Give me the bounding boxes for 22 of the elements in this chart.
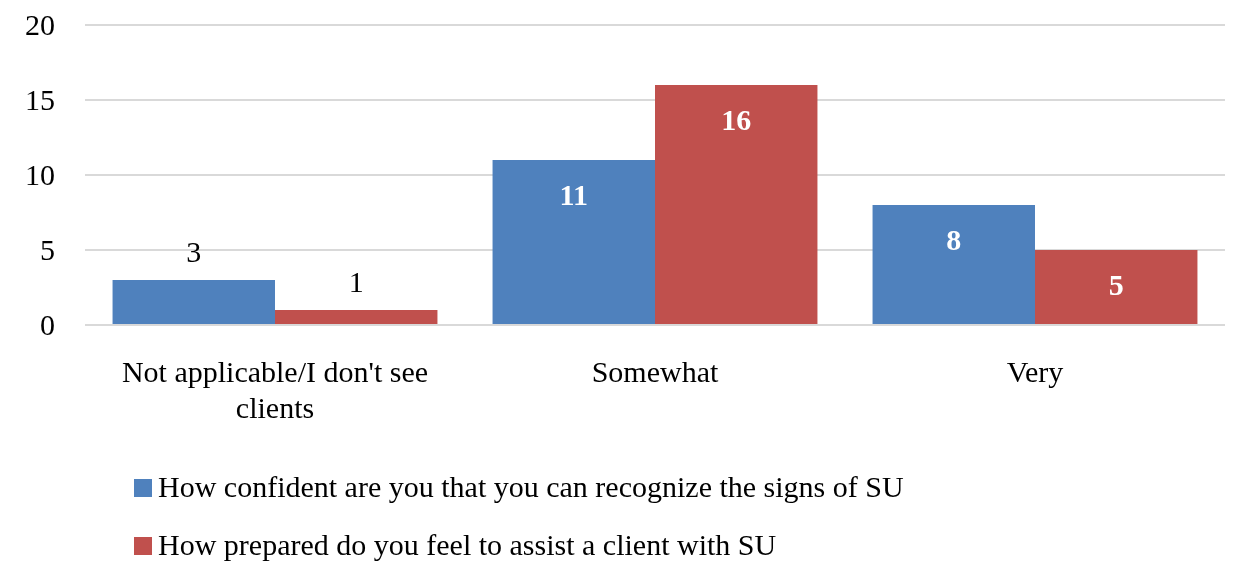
bar [872, 205, 1035, 325]
bar [492, 160, 655, 325]
data-label: 5 [1108, 268, 1124, 301]
bar [275, 310, 438, 325]
y-tick-label: 15 [25, 83, 55, 117]
legend-label: How prepared do you feel to assist a client with SU [158, 528, 777, 561]
y-tick-label: 0 [40, 308, 55, 342]
y-tick-label: 10 [25, 158, 55, 192]
x-tick-label: Somewhat [591, 355, 719, 388]
data-label: 8 [946, 223, 962, 256]
x-tick-label: Very [1006, 355, 1064, 388]
bar [1035, 250, 1198, 325]
data-label: 1 [348, 265, 364, 298]
x-tick-label: Not applicable/I don't see clients [121, 355, 429, 424]
y-tick-label: 20 [25, 8, 55, 42]
data-label: 3 [186, 235, 202, 268]
data-label: 11 [559, 178, 588, 211]
legend-label: How confident are you that you can recognize the signs of SU [158, 470, 904, 503]
bar [112, 280, 275, 325]
data-label: 16 [721, 103, 752, 136]
y-tick-label: 5 [40, 233, 55, 267]
bar [655, 85, 818, 325]
